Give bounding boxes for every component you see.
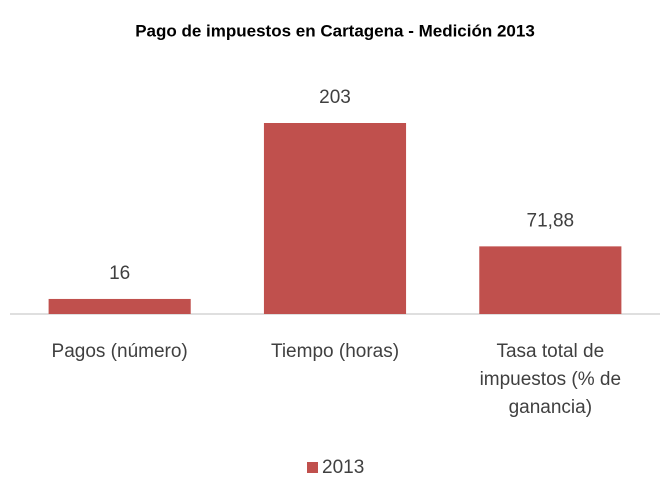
data-label: 71,88 [527, 210, 575, 231]
bar [48, 298, 191, 314]
legend-label: 2013 [322, 457, 364, 478]
data-label: 16 [109, 263, 130, 284]
x-tick-label: Pagos (número) [51, 341, 188, 362]
chart-title: Pago de impuestos en Cartagena - Medició… [135, 21, 535, 40]
legend-swatch [307, 462, 318, 473]
data-label: 203 [319, 87, 351, 108]
x-tick-label: Tasa total de impuestos (% de ganancia) [479, 341, 622, 418]
x-tick-label: Tiempo (horas) [270, 341, 400, 362]
bar [263, 123, 407, 314]
bar [479, 246, 622, 314]
